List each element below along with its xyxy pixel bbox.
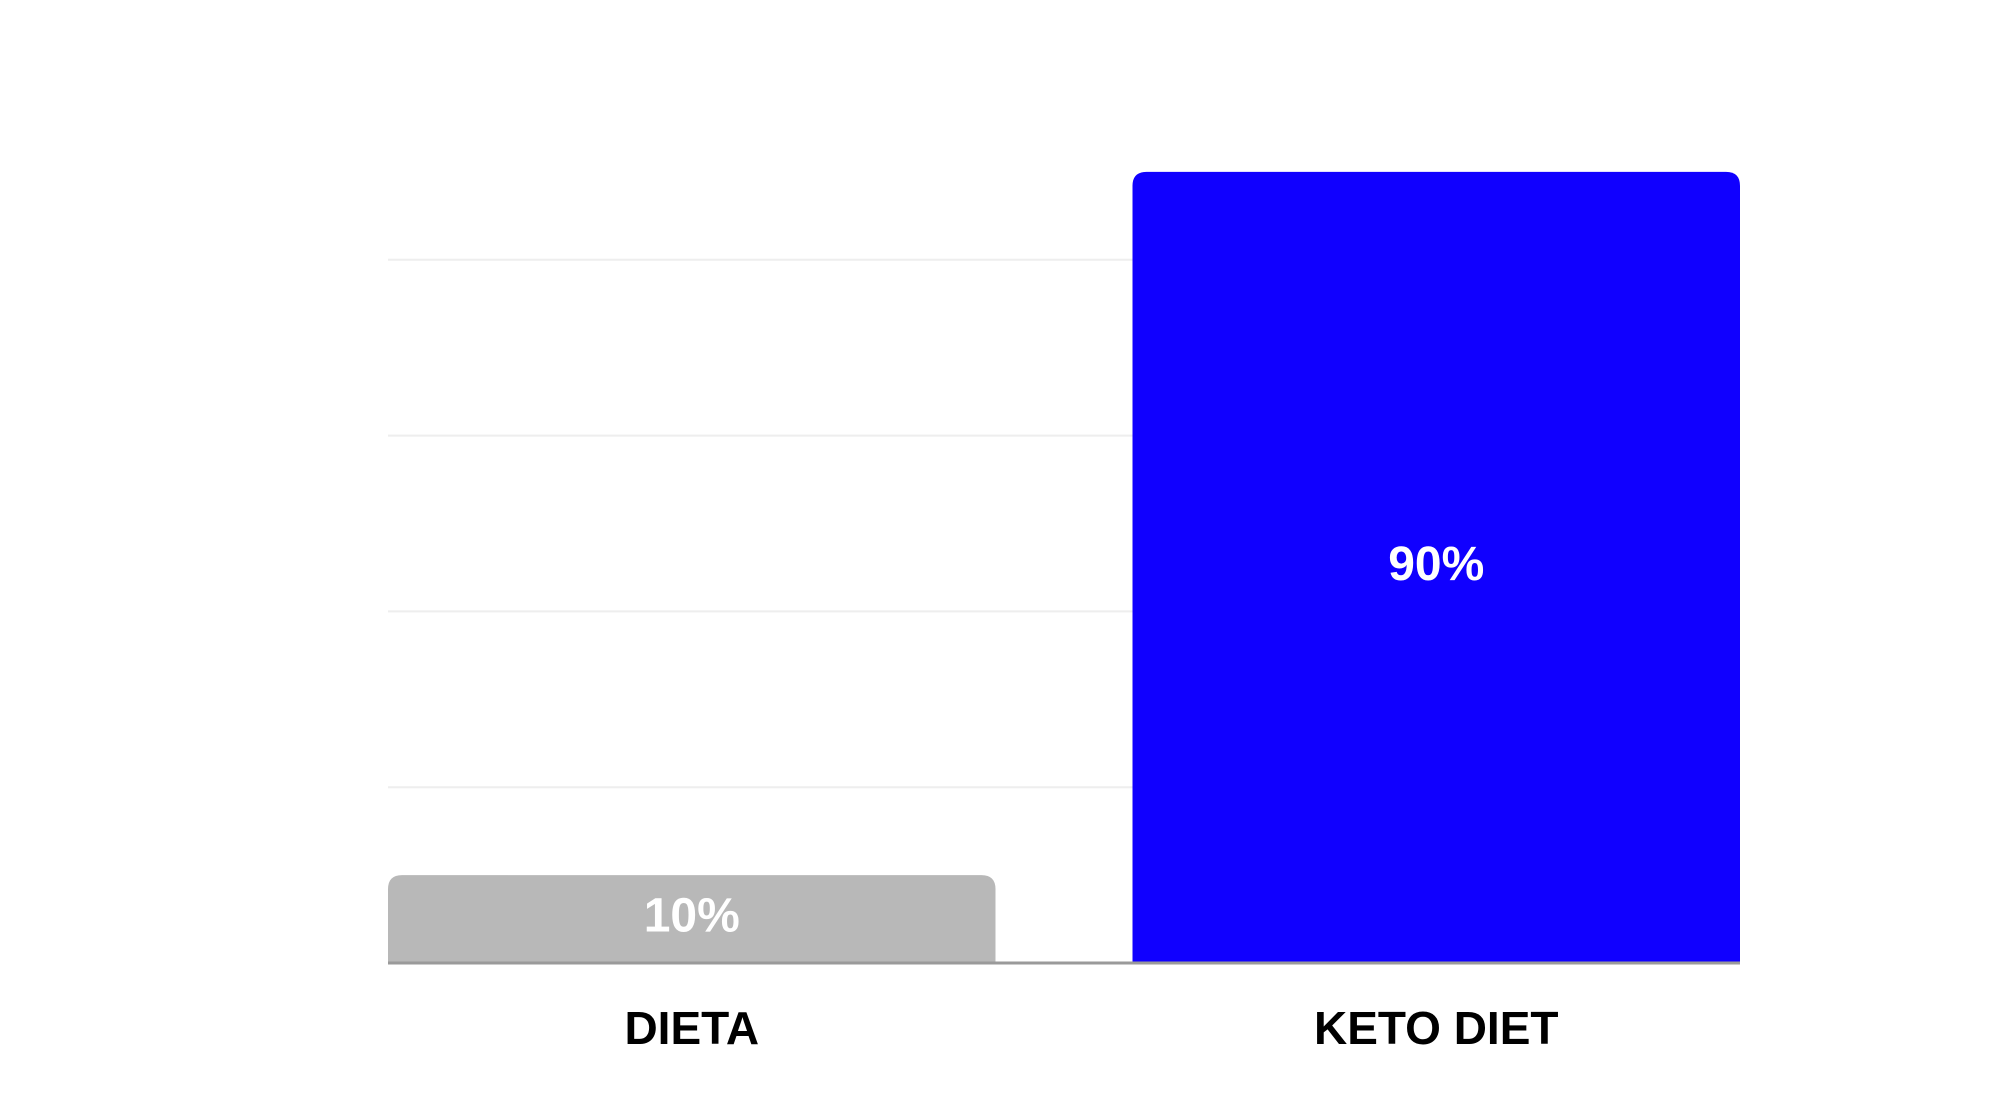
value-label: 90%	[1388, 538, 1484, 591]
value-label: 10%	[644, 890, 740, 943]
bar	[388, 875, 996, 963]
x-tick-label: KETO DIET	[1314, 1002, 1559, 1054]
x-tick-label: DIETA	[624, 1002, 759, 1054]
bar	[1132, 171, 1740, 963]
